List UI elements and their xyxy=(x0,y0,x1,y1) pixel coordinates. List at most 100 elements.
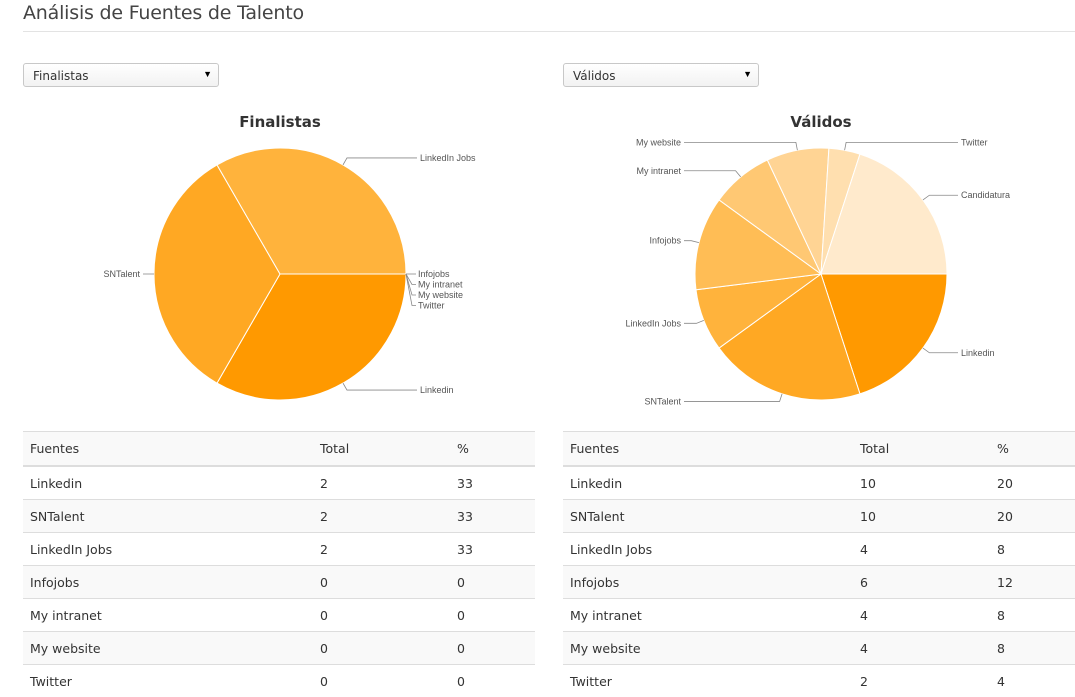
column-header-fuentes[interactable]: Fuentes xyxy=(563,431,853,467)
table-row: Twitter 2 4 xyxy=(563,664,1075,697)
cell-total: 2 xyxy=(853,664,990,697)
cell-percent: 33 xyxy=(450,499,535,533)
chevron-down-icon: ▼ xyxy=(203,69,212,79)
pie-label-linkedin-jobs: LinkedIn Jobs xyxy=(420,153,476,163)
pie-label-my-intranet: My intranet xyxy=(418,280,463,290)
cell-total: 0 xyxy=(313,664,450,697)
cell-total: 4 xyxy=(853,598,990,632)
chevron-down-icon: ▼ xyxy=(743,69,752,79)
pie-label-twitter: Twitter xyxy=(418,301,445,311)
pie-leader-line xyxy=(844,141,958,151)
column-header-fuentes[interactable]: Fuentes xyxy=(23,431,313,467)
cell-percent: 0 xyxy=(450,664,535,697)
column-header-percent[interactable]: % xyxy=(450,431,535,467)
pie-slice-linkedin[interactable] xyxy=(820,273,948,395)
validos-pie-svg: Válidos Linkedin SNTalent LinkedIn Jobs Info… xyxy=(625,113,1010,406)
cell-total: 2 xyxy=(313,465,450,500)
cell-percent: 0 xyxy=(450,565,535,599)
cell-total: 0 xyxy=(313,631,450,665)
cell-percent: 8 xyxy=(990,631,1075,665)
pie-label-my-intranet: My intranet xyxy=(636,166,681,176)
pie-label-linkedin: Linkedin xyxy=(420,385,454,395)
cell-fuente: Twitter xyxy=(563,664,853,697)
column-header-total[interactable]: Total xyxy=(853,431,990,467)
cell-percent: 20 xyxy=(990,499,1075,533)
cell-fuente: My intranet xyxy=(563,598,853,632)
pie-label-sntalent: SNTalent xyxy=(103,269,140,279)
table-row: Twitter 0 0 xyxy=(23,664,535,697)
finalistas-table: Fuentes Total % Linkedin 2 33 SNTalent 2 33 Li… xyxy=(23,431,535,697)
column-header-percent[interactable]: % xyxy=(990,431,1075,467)
cell-total: 10 xyxy=(853,499,990,533)
table-row: My website 4 8 xyxy=(563,631,1075,665)
pie-leader-line xyxy=(684,240,700,244)
pie-label-twitter: Twitter xyxy=(961,137,988,147)
cell-fuente: Twitter xyxy=(23,664,313,697)
finalistas-select[interactable]: Finalistas ▼ xyxy=(23,63,219,87)
cell-percent: 20 xyxy=(990,465,1075,500)
title-divider xyxy=(23,31,1075,32)
pie-slice-linkedin-jobs[interactable] xyxy=(216,147,407,275)
pie-slice-linkedin[interactable] xyxy=(216,273,407,401)
cell-fuente: Linkedin xyxy=(23,465,313,500)
cell-total: 0 xyxy=(313,565,450,599)
pie-leader-line xyxy=(684,141,798,151)
cell-fuente: SNTalent xyxy=(23,499,313,533)
table-row: Linkedin 10 20 xyxy=(563,465,1075,500)
cell-percent: 12 xyxy=(990,565,1075,599)
cell-percent: 33 xyxy=(450,465,535,500)
pie-leader-line xyxy=(405,273,416,285)
pie-leader-line xyxy=(922,347,958,354)
pie-label-candidatura: Candidatura xyxy=(961,190,1010,200)
pie-slice-infojobs[interactable] xyxy=(694,199,823,291)
cell-total: 2 xyxy=(313,532,450,566)
table-row: LinkedIn Jobs 4 8 xyxy=(563,532,1075,566)
cell-fuente: My website xyxy=(563,631,853,665)
pie-leader-line xyxy=(684,170,741,178)
table-row: SNTalent 10 20 xyxy=(563,499,1075,533)
table-row: My intranet 4 8 xyxy=(563,598,1075,632)
table-row: Infojobs 0 0 xyxy=(23,565,535,599)
page-title: Análisis de Fuentes de Talento xyxy=(23,2,304,24)
cell-percent: 0 xyxy=(450,598,535,632)
cell-fuente: LinkedIn Jobs xyxy=(23,532,313,566)
cell-percent: 8 xyxy=(990,532,1075,566)
pie-slice-candidatura[interactable] xyxy=(820,153,948,275)
table-row: Linkedin 2 33 xyxy=(23,465,535,500)
finalistas-select-value: Finalistas xyxy=(33,69,89,83)
pie-label-infojobs: Infojobs xyxy=(649,236,681,246)
cell-total: 2 xyxy=(313,499,450,533)
cell-fuente: SNTalent xyxy=(563,499,853,533)
table-row: My intranet 0 0 xyxy=(23,598,535,632)
table-row: SNTalent 2 33 xyxy=(23,499,535,533)
pie-label-infojobs: Infojobs xyxy=(418,269,450,279)
pie-slice-sntalent[interactable] xyxy=(718,273,861,401)
validos-select[interactable]: Válidos ▼ xyxy=(563,63,759,87)
cell-percent: 8 xyxy=(990,598,1075,632)
table-row: My website 0 0 xyxy=(23,631,535,665)
cell-percent: 33 xyxy=(450,532,535,566)
cell-fuente: Infojobs xyxy=(563,565,853,599)
cell-total: 0 xyxy=(313,598,450,632)
pie-label-my-website: My website xyxy=(418,290,463,300)
pie-leader-line xyxy=(922,194,958,201)
cell-fuente: My website xyxy=(23,631,313,665)
cell-fuente: Infojobs xyxy=(23,565,313,599)
table-header-row: Fuentes Total % xyxy=(563,431,1075,467)
pie-leader-line xyxy=(684,320,704,324)
finalistas-pie-svg: Finalistas Linkedin SNTalent LinkedIn Jobs I… xyxy=(103,113,476,401)
column-header-total[interactable]: Total xyxy=(313,431,450,467)
table-row: Infojobs 6 12 xyxy=(563,565,1075,599)
table-header-row: Fuentes Total % xyxy=(23,431,535,467)
cell-total: 4 xyxy=(853,532,990,566)
pie-label-my-website: My website xyxy=(636,137,681,147)
cell-fuente: My intranet xyxy=(23,598,313,632)
table-row: LinkedIn Jobs 2 33 xyxy=(23,532,535,566)
validos-table: Fuentes Total % Linkedin 10 20 SNTalent 10 20… xyxy=(563,431,1075,697)
cell-total: 4 xyxy=(853,631,990,665)
pie-leader-line xyxy=(684,393,783,402)
validos-pie-chart: Válidos Linkedin SNTalent LinkedIn Jobs Info… xyxy=(540,108,1075,418)
chart-title: Finalistas xyxy=(239,113,321,131)
pie-slice-sntalent[interactable] xyxy=(153,164,281,384)
cell-percent: 4 xyxy=(990,664,1075,697)
